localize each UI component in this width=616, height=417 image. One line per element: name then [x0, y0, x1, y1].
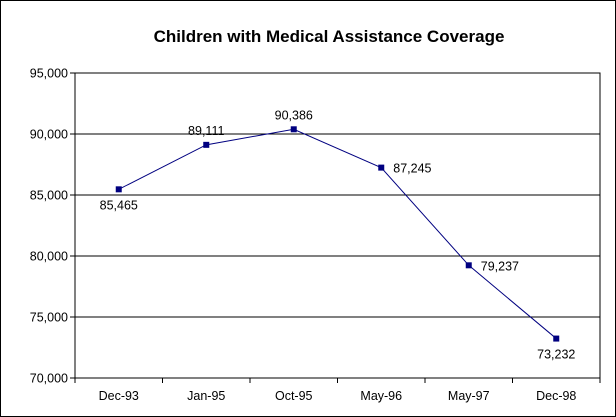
- data-label: 90,386: [275, 108, 313, 122]
- data-point: [290, 126, 297, 133]
- data-label: 73,232: [537, 348, 575, 362]
- plot-area: [74, 72, 601, 379]
- x-tick-label: May-97: [448, 389, 490, 403]
- y-tick-label: 75,000: [30, 311, 68, 325]
- x-tick-label: Dec-98: [536, 389, 576, 403]
- y-axis: 70,000 75,000 80,000 85,000 90,000 95,000: [30, 67, 75, 386]
- series-line: [118, 128, 557, 339]
- x-tick-label: Oct-95: [275, 389, 313, 403]
- y-tick-label: 80,000: [30, 250, 68, 264]
- data-point: [203, 141, 210, 148]
- y-tick-label: 85,000: [30, 189, 68, 203]
- y-tick-label: 90,000: [30, 128, 68, 142]
- y-tick-label: 95,000: [30, 67, 68, 81]
- chart-title: Children with Medical Assistance Coverag…: [154, 27, 505, 46]
- data-label: 89,111: [188, 124, 224, 138]
- data-point: [465, 262, 472, 269]
- x-axis: Dec-93 Jan-95 Oct-95 May-96 May-97 Dec-98: [74, 378, 601, 403]
- data-label: 85,465: [100, 198, 138, 212]
- x-tick-label: Jan-95: [187, 389, 225, 403]
- y-tick-label: 70,000: [30, 372, 68, 386]
- data-label: 79,237: [481, 259, 519, 273]
- x-tick-label: May-96: [360, 389, 402, 403]
- data-label: 87,245: [393, 162, 431, 176]
- data-point: [553, 335, 560, 342]
- data-point: [115, 186, 122, 193]
- series: 85,465 89,111 90,386 87,245 79,237 73,232: [100, 108, 576, 361]
- data-point: [378, 164, 385, 171]
- x-tick-label: Dec-93: [99, 389, 139, 403]
- gridlines: [75, 133, 600, 318]
